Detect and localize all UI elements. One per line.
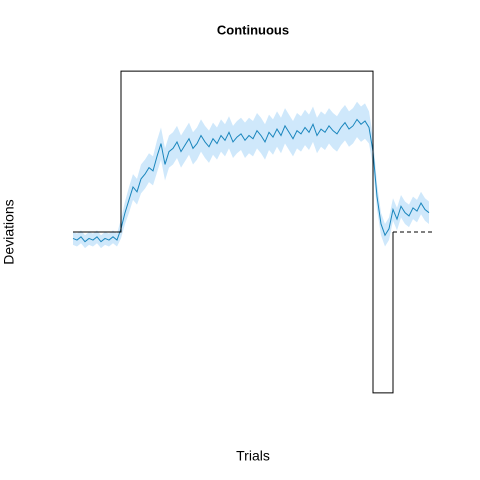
y-axis-label: Deviations — [1, 199, 17, 264]
confidence-band — [73, 101, 429, 249]
schedule-line — [73, 70, 394, 394]
chart-title: Continuous — [217, 22, 289, 37]
mean-line — [72, 118, 430, 243]
x-axis-label: Trials — [236, 448, 270, 464]
